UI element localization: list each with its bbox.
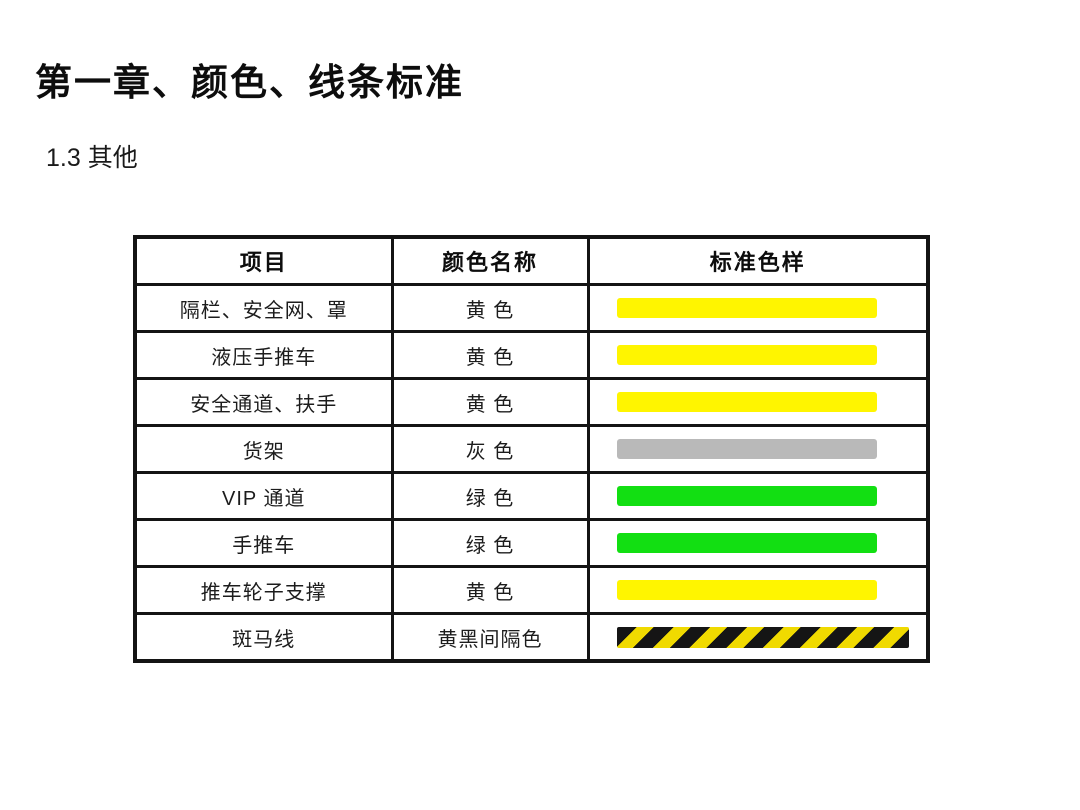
item-cell: 安全通道、扶手 — [133, 377, 394, 427]
color-swatch — [616, 298, 877, 318]
page-title: 第一章、颜色、线条标准 — [35, 62, 464, 103]
swatch-cell — [586, 330, 930, 380]
color-name-cell: 灰 色 — [390, 424, 590, 474]
item-cell: 手推车 — [133, 518, 394, 568]
swatch-cell — [586, 283, 930, 333]
swatch-cell — [586, 565, 930, 615]
color-name-cell: 绿 色 — [390, 518, 590, 568]
color-swatch — [616, 626, 909, 648]
color-name-cell: 黄 色 — [390, 330, 590, 380]
color-name-cell: 黄黑间隔色 — [390, 612, 590, 663]
color-swatch — [616, 345, 877, 365]
item-cell: 隔栏、安全网、罩 — [133, 283, 394, 333]
item-cell: 推车轮子支撑 — [133, 565, 394, 615]
color-swatch — [616, 580, 877, 600]
color-swatch — [616, 392, 877, 412]
column-header-item: 项目 — [133, 235, 394, 286]
table-row: VIP 通道 绿 色 — [133, 471, 930, 521]
column-header-sample: 标准色样 — [586, 235, 930, 286]
color-name-cell: 黄 色 — [390, 565, 590, 615]
table-row: 安全通道、扶手 黄 色 — [133, 377, 930, 427]
color-name-cell: 黄 色 — [390, 283, 590, 333]
table-row: 货架 灰 色 — [133, 424, 930, 474]
color-swatch — [616, 533, 877, 553]
table-row: 隔栏、安全网、罩 黄 色 — [133, 283, 930, 333]
color-name-cell: 黄 色 — [390, 377, 590, 427]
item-cell: 液压手推车 — [133, 330, 394, 380]
table-row: 推车轮子支撑 黄 色 — [133, 565, 930, 615]
swatch-cell — [586, 471, 930, 521]
column-header-color: 颜色名称 — [390, 235, 590, 286]
item-cell: VIP 通道 — [133, 471, 394, 521]
table-row: 斑马线 黄黑间隔色 — [133, 612, 930, 663]
item-cell: 货架 — [133, 424, 394, 474]
swatch-cell — [586, 518, 930, 568]
color-swatch — [616, 439, 877, 459]
table-row: 液压手推车 黄 色 — [133, 330, 930, 380]
swatch-cell — [586, 377, 930, 427]
color-name-cell: 绿 色 — [390, 471, 590, 521]
item-cell: 斑马线 — [133, 612, 394, 663]
swatch-cell — [586, 612, 930, 663]
table-header-row: 项目 颜色名称 标准色样 — [133, 235, 930, 286]
section-subtitle: 1.3 其他 — [46, 144, 138, 172]
color-swatch — [616, 486, 877, 506]
color-standard-table: 项目 颜色名称 标准色样 隔栏、安全网、罩 黄 色 液压手推车 黄 色 — [133, 235, 930, 663]
table-row: 手推车 绿 色 — [133, 518, 930, 568]
swatch-cell — [586, 424, 930, 474]
